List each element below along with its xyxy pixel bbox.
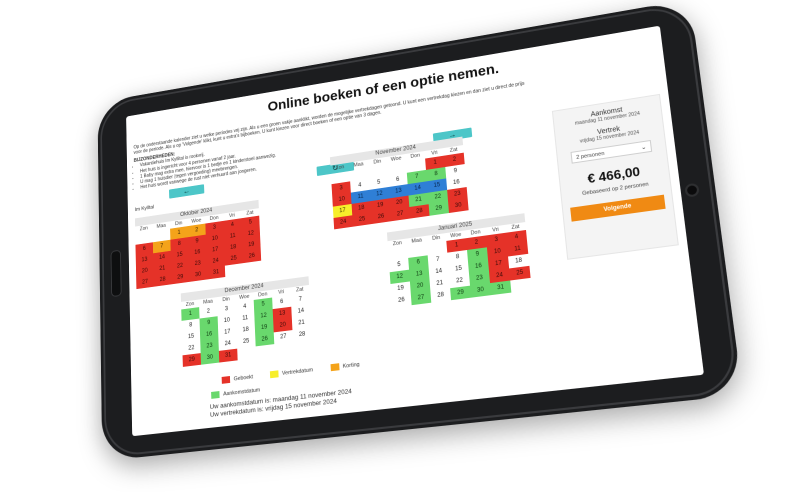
calendar-day: 27	[136, 276, 154, 290]
calendar-day: 25	[224, 252, 243, 266]
home-button[interactable]	[111, 250, 122, 297]
month-calendar: December 2024 Zon Maa Din Woe Don Vri Zat 1234…	[181, 277, 313, 368]
aankomstdatum-swatch	[211, 391, 220, 399]
calendar-day: 25	[237, 335, 256, 349]
calendar-day: 31	[207, 266, 225, 280]
calendar-day: 26	[371, 210, 391, 224]
calendar-day[interactable]: 29	[450, 286, 471, 301]
calendar-day: 26	[243, 250, 262, 264]
persons-select-value: 2 personen	[576, 151, 605, 161]
calendar-day: 30	[448, 199, 469, 213]
booking-panel: Aankomst maandag 11 november 2024 Vertre…	[552, 94, 679, 260]
calendar-content: Op de onderstaande kalender ziet u welke…	[133, 79, 567, 430]
tablet-device: Online boeken of een optie nemen. Op de …	[97, 0, 742, 461]
calendar-day[interactable]: 31	[490, 281, 511, 296]
calendar-day: 28	[154, 273, 172, 287]
month-calendar: Oktober 2024 Zon Maa Din Woe Don Vri Zat 12345…	[135, 200, 262, 289]
calendar-day: 28	[409, 205, 429, 219]
calendar-day: 28	[430, 289, 451, 303]
calendar-day[interactable]: 30	[470, 284, 491, 299]
calendar-day: 30	[189, 269, 207, 283]
calendar-day: 27	[390, 207, 410, 221]
calendar-day: 26	[391, 294, 411, 308]
camera-icon	[687, 185, 698, 195]
calendar-day: 31	[219, 349, 238, 363]
next-button[interactable]: Volgende	[570, 195, 665, 222]
calendar-day: 25	[352, 213, 372, 227]
geboekt-swatch	[222, 376, 231, 384]
calendar-day: 25	[509, 266, 530, 281]
korting-swatch	[330, 363, 339, 371]
calendar-day[interactable]: 30	[201, 351, 220, 365]
tablet-screen: Online boeken of een optie nemen. Op de …	[126, 26, 704, 437]
calendar-day: 27	[274, 330, 293, 344]
calendar-day: 29	[171, 271, 189, 285]
calendar-day[interactable]: 29	[429, 202, 449, 216]
calendar-day: 28	[292, 328, 311, 342]
legend-label: Korting	[343, 361, 360, 369]
arrow-left-icon: ←	[183, 187, 190, 196]
calendar-day[interactable]: 27	[411, 291, 432, 305]
calendar-day[interactable]: 26	[255, 333, 274, 347]
chevron-down-icon: ⌄	[640, 142, 647, 155]
calendar-day: 24	[334, 216, 353, 230]
calendar-day: 29	[183, 354, 201, 368]
vertrekdatum-swatch	[270, 370, 279, 378]
prev-month-button[interactable]: ←	[169, 185, 204, 199]
month-calendar: Januari 2025 Zon Maa Din Woe Don Vri Zat 12345…	[387, 214, 532, 308]
